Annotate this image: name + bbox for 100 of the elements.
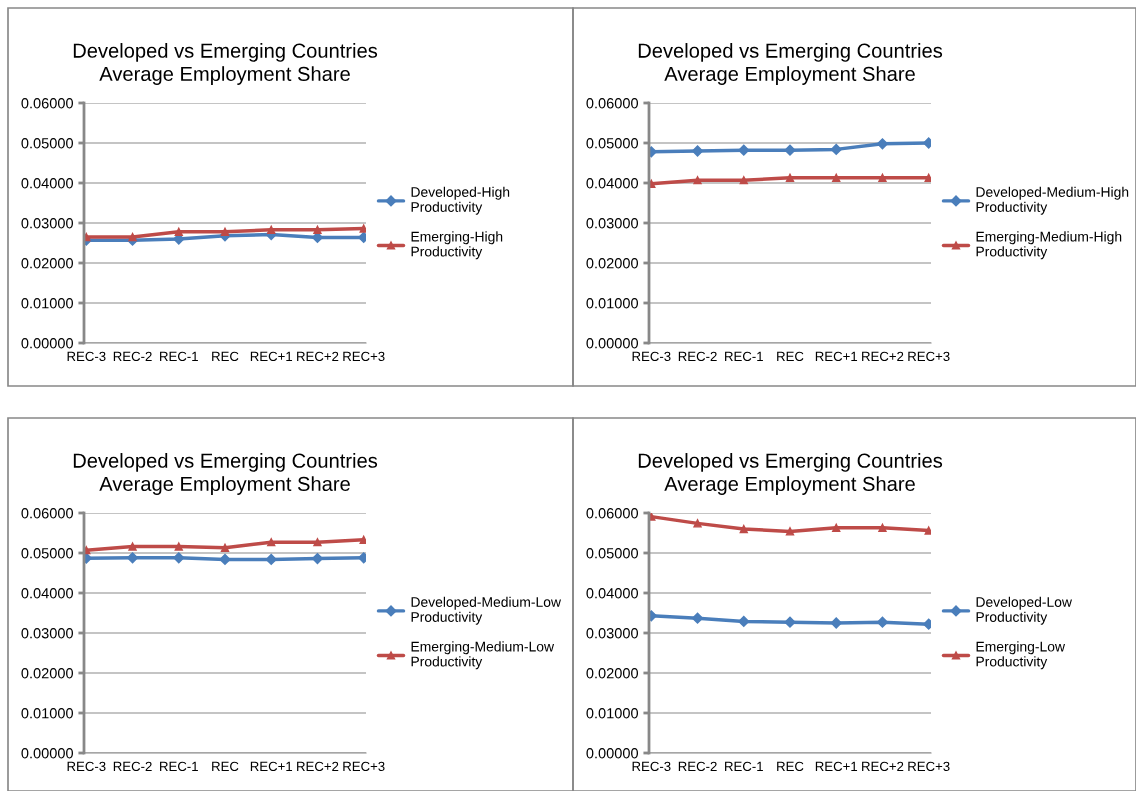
x-tick-label: REC+1 — [815, 761, 858, 772]
point — [832, 173, 841, 182]
point — [359, 535, 366, 544]
point — [220, 543, 230, 552]
x-tick-label: REC-3 — [632, 351, 671, 362]
x-tick-label: REC — [212, 351, 239, 362]
point — [649, 513, 656, 521]
y-tick-label: 0.05000 — [21, 138, 74, 149]
x-tick-label: REC-3 — [632, 761, 671, 772]
point — [174, 542, 183, 551]
point — [173, 552, 185, 564]
y-tick-label: 0.00000 — [586, 748, 639, 759]
y-tick-label: 0.04000 — [21, 588, 74, 599]
point — [267, 538, 276, 547]
x-tick-label: REC+3 — [343, 761, 385, 772]
chart-title: Developed vs Emerging Countries Average Employment Share — [73, 43, 378, 85]
y-tick-label: 0.01000 — [586, 708, 639, 719]
point — [359, 224, 366, 233]
y-tick-label: 0.03000 — [21, 218, 74, 229]
x-tick-label: REC+1 — [250, 761, 293, 772]
y-tick-label: 0.02000 — [586, 668, 639, 679]
legend-label: Developed-Medium-Low Productivity — [411, 596, 562, 625]
y-tick-label: 0.00000 — [21, 748, 74, 759]
legend-label: Emerging-High Productivity — [411, 231, 503, 260]
point — [738, 144, 750, 156]
point — [267, 225, 276, 234]
point — [693, 176, 702, 185]
y-tick-label: 0.04000 — [586, 178, 639, 189]
point — [739, 524, 748, 534]
x-tick-label: REC — [777, 761, 804, 772]
legend-label: Emerging-Medium-High Productivity — [976, 231, 1122, 260]
x-tick-label: REC-2 — [113, 351, 152, 362]
x-tick-label: REC-1 — [160, 351, 198, 362]
y-tick-label: 0.06000 — [586, 98, 639, 109]
y-tick-label: 0.03000 — [586, 218, 639, 229]
point — [785, 173, 795, 182]
x-tick-label: REC-3 — [67, 761, 106, 772]
y-tick-label: 0.06000 — [21, 98, 74, 109]
y-tick-label: 0.05000 — [586, 548, 639, 559]
x-tick-label: REC-1 — [725, 351, 763, 362]
legend-label: Emerging-Medium-Low Productivity — [411, 641, 555, 670]
y-tick-label: 0.01000 — [586, 298, 639, 309]
legend-label: Developed-Low Productivity — [976, 596, 1072, 625]
chart-title: Developed vs Emerging Countries Average Employment Share — [638, 43, 943, 85]
y-tick-label: 0.05000 — [586, 138, 639, 149]
x-tick-label: REC-2 — [678, 351, 717, 362]
point — [784, 616, 796, 628]
point — [878, 523, 887, 532]
x-tick-label: REC+1 — [815, 351, 858, 362]
y-tick-label: 0.01000 — [21, 298, 74, 309]
point — [693, 519, 702, 528]
x-tick-label: REC — [777, 351, 804, 362]
point — [785, 527, 795, 536]
y-tick-label: 0.06000 — [21, 508, 74, 519]
legend-label: Developed-High Productivity — [411, 186, 510, 215]
x-tick-label: REC+3 — [343, 351, 385, 362]
point — [84, 232, 91, 242]
point — [832, 523, 841, 532]
x-tick-label: REC-1 — [160, 761, 198, 772]
point — [924, 173, 931, 182]
y-tick-label: 0.04000 — [586, 588, 639, 599]
chart-title: Developed vs Emerging Countries Average Employment Share — [73, 453, 378, 495]
x-tick-label: REC-3 — [67, 351, 106, 362]
point — [128, 232, 137, 242]
point — [220, 227, 230, 236]
x-tick-label: REC+1 — [250, 351, 293, 362]
point — [219, 553, 231, 566]
y-tick-label: 0.03000 — [586, 628, 639, 639]
y-tick-label: 0.02000 — [586, 258, 639, 269]
point — [174, 227, 183, 236]
y-tick-label: 0.01000 — [21, 708, 74, 719]
x-tick-label: REC-2 — [678, 761, 717, 772]
x-tick-label: REC+2 — [862, 761, 904, 772]
point — [878, 173, 887, 182]
x-tick-label: REC+3 — [908, 761, 950, 772]
y-tick-label: 0.00000 — [586, 338, 639, 349]
y-tick-label: 0.06000 — [586, 508, 639, 519]
point — [784, 144, 796, 156]
point — [830, 617, 842, 629]
y-tick-label: 0.05000 — [21, 548, 74, 559]
legend-label: Emerging-Low Productivity — [976, 641, 1066, 670]
point — [313, 538, 322, 547]
y-tick-label: 0.04000 — [21, 178, 74, 189]
legend-label: Developed-Medium-High Productivity — [976, 186, 1129, 215]
x-tick-label: REC-1 — [725, 761, 763, 772]
chart-title: Developed vs Emerging Countries Average Employment Share — [638, 453, 943, 495]
point — [649, 179, 656, 188]
y-tick-label: 0.00000 — [21, 338, 74, 349]
point — [313, 225, 322, 234]
y-tick-label: 0.03000 — [21, 628, 74, 639]
x-tick-label: REC+2 — [297, 761, 339, 772]
y-tick-label: 0.02000 — [21, 258, 74, 269]
point — [924, 526, 931, 535]
x-tick-label: REC+2 — [862, 351, 904, 362]
point — [739, 176, 748, 185]
x-tick-label: REC — [212, 761, 239, 772]
x-tick-label: REC+3 — [908, 351, 950, 362]
y-tick-label: 0.02000 — [21, 668, 74, 679]
point — [128, 542, 137, 551]
x-tick-label: REC-2 — [113, 761, 152, 772]
